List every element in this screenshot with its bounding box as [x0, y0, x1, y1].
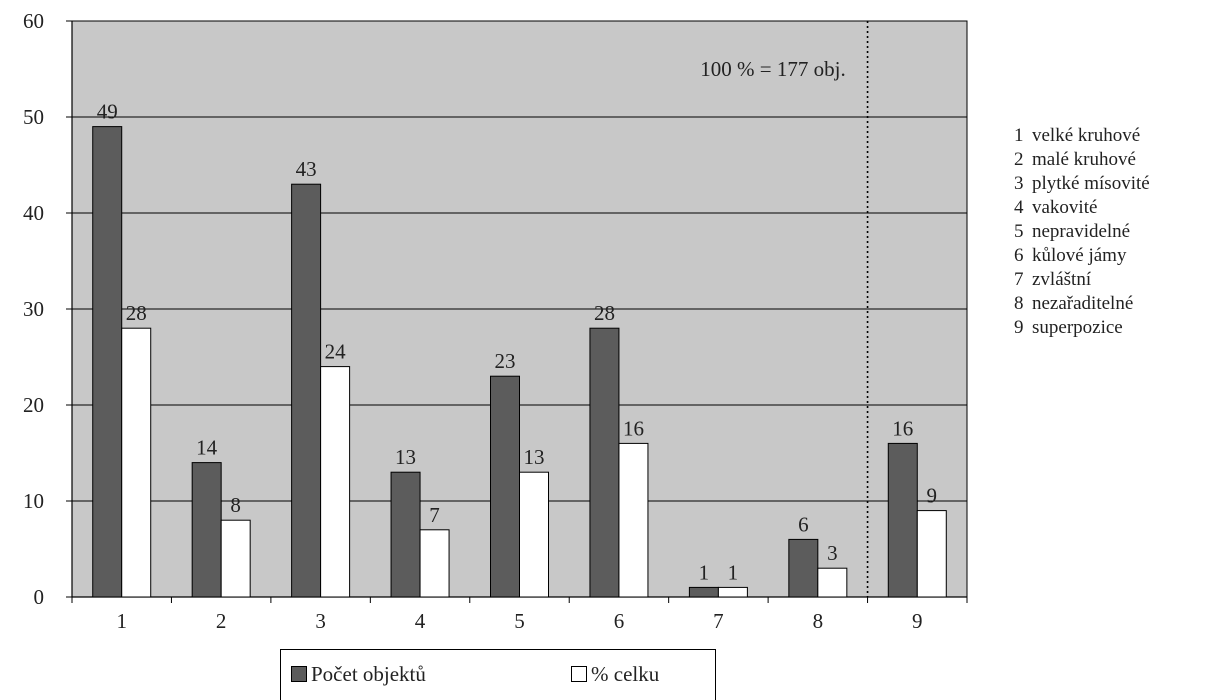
y-tick-label: 0	[34, 585, 45, 609]
category-legend-label: velké kruhové	[1032, 125, 1141, 146]
category-legend-number: 7	[1014, 269, 1024, 290]
category-legend-item: 4 vakovité	[1014, 196, 1150, 220]
y-tick-label: 10	[23, 489, 44, 513]
bar-percent	[916, 510, 947, 598]
category-legend-number: 3	[1014, 173, 1024, 194]
legend-label-percent: % celku	[591, 662, 660, 686]
bar-percent	[320, 366, 351, 598]
category-legend-label: kůlové jámy	[1032, 245, 1127, 266]
legend-item-percent: % celku	[571, 662, 659, 686]
data-label: 49	[97, 100, 118, 124]
x-tick-label: 5	[514, 609, 525, 633]
category-legend-label: zvláštní	[1032, 269, 1092, 290]
category-legend-number: 8	[1014, 293, 1024, 314]
category-legend-number: 6	[1014, 245, 1024, 266]
category-legend-number: 4	[1014, 197, 1024, 218]
category-legend-item: 6 kůlové jámy	[1014, 244, 1150, 268]
y-tick-label: 40	[23, 201, 44, 225]
data-label: 8	[230, 493, 241, 517]
bar-percent	[717, 586, 748, 598]
category-legend: 1 velké kruhové 2 malé kruhové 3 plytké mís…	[1014, 124, 1150, 340]
data-label: 43	[296, 157, 317, 181]
x-tick-label: 3	[315, 609, 326, 633]
x-tick-label: 2	[216, 609, 227, 633]
category-legend-label: plytké mísovité	[1032, 173, 1150, 194]
bar-count	[390, 471, 421, 598]
data-label: 9	[927, 484, 938, 508]
x-tick-label: 4	[415, 609, 426, 633]
bar-percent	[419, 529, 450, 598]
bar-count	[887, 442, 918, 598]
category-legend-number: 9	[1014, 317, 1024, 338]
bar-percent	[220, 519, 251, 598]
data-label: 13	[524, 445, 545, 469]
data-label: 23	[495, 349, 516, 373]
category-legend-item: 1 velké kruhové	[1014, 124, 1150, 148]
data-label: 28	[126, 301, 147, 325]
bar-count	[490, 375, 520, 598]
x-tick-label: 6	[614, 609, 625, 633]
x-tick-label: 7	[713, 609, 724, 633]
y-tick-label: 30	[23, 297, 44, 321]
category-legend-number: 5	[1014, 221, 1024, 242]
category-legend-item: 9 superpozice	[1014, 316, 1150, 340]
data-label: 24	[325, 340, 347, 364]
category-legend-item: 3 plytké mísovité	[1014, 172, 1150, 196]
category-legend-item: 8 nezařaditelné	[1014, 292, 1150, 316]
bar-count	[191, 462, 222, 598]
category-legend-label: vakovité	[1032, 197, 1098, 218]
data-label: 14	[196, 436, 218, 460]
category-legend-label: malé kruhové	[1032, 149, 1136, 170]
data-label: 16	[623, 416, 644, 440]
category-legend-item: 5 nepravidelné	[1014, 220, 1150, 244]
category-legend-label: superpozice	[1032, 317, 1123, 338]
category-legend-label: nepravidelné	[1032, 221, 1131, 242]
dark-square-swatch-icon	[291, 666, 307, 682]
data-label: 7	[429, 503, 440, 527]
bar-count	[788, 538, 819, 598]
y-tick-label: 50	[23, 105, 44, 129]
category-legend-number: 2	[1014, 149, 1024, 170]
bar-percent	[817, 567, 848, 598]
data-label: 3	[827, 541, 838, 565]
data-label: 16	[892, 416, 913, 440]
y-tick-label: 20	[23, 393, 44, 417]
category-legend-item: 2 malé kruhové	[1014, 148, 1150, 172]
bar-percent	[121, 327, 152, 598]
category-legend-number: 1	[1014, 125, 1024, 146]
bar-count	[688, 586, 719, 598]
data-label: 13	[395, 445, 416, 469]
bar-count	[589, 327, 620, 598]
x-tick-label: 8	[813, 609, 824, 633]
bar-count	[291, 183, 322, 598]
bar-percent	[519, 471, 549, 598]
category-legend-label: nezařaditelné	[1032, 293, 1134, 314]
total-annotation: 100 % = 177 obj.	[700, 57, 845, 81]
bar-count	[92, 126, 123, 598]
data-label: 28	[594, 301, 615, 325]
category-legend-item: 7 zvláštní	[1014, 268, 1150, 292]
y-tick-label: 60	[23, 9, 44, 33]
x-tick-label: 1	[116, 609, 127, 633]
plot-frame	[72, 20, 968, 597]
white-square-swatch-icon	[571, 666, 587, 682]
data-label: 1	[728, 560, 739, 584]
legend-item-count: Počet objektů	[291, 662, 426, 686]
data-label: 6	[798, 512, 809, 536]
legend-label-count: Počet objektů	[311, 662, 426, 686]
bar-percent	[618, 442, 649, 598]
series-legend: Počet objektů % celku	[280, 649, 716, 700]
data-label: 1	[699, 560, 710, 584]
x-tick-label: 9	[912, 609, 923, 633]
